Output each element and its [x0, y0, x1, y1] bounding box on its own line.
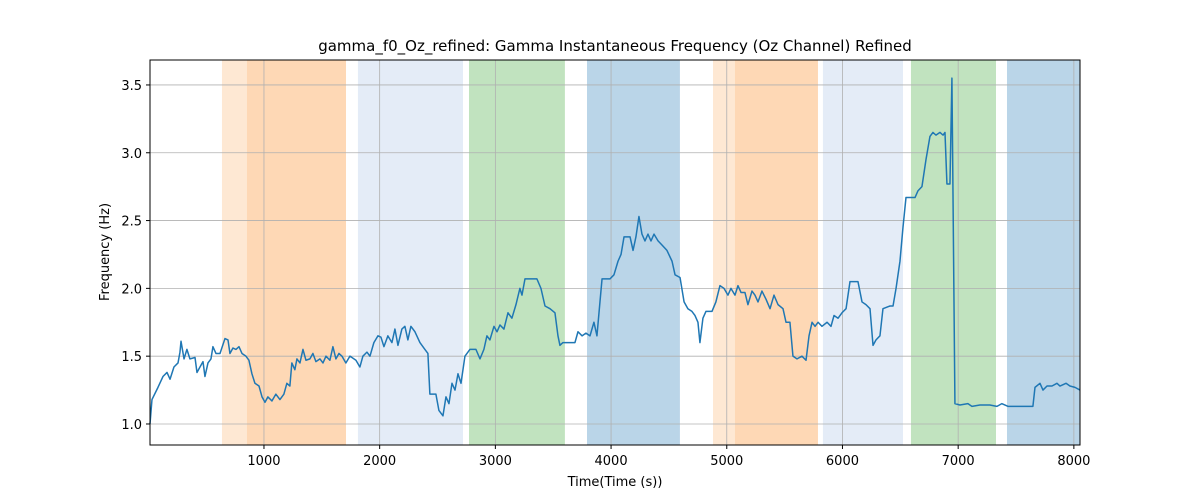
shaded-span	[587, 60, 680, 445]
y-tick-label: 2.5	[121, 215, 142, 230]
x-tick-label: 3000	[479, 454, 512, 469]
plot	[149, 77, 1081, 425]
x-tick-label: 4000	[595, 454, 628, 469]
x-tick-label: 2000	[363, 454, 396, 469]
y-tick-label: 2.0	[121, 282, 142, 297]
shaded-span	[822, 60, 903, 445]
shaded-span	[734, 60, 818, 445]
y-tick-label: 3.5	[121, 79, 142, 94]
shaded-span	[1006, 60, 1080, 445]
shaded-span	[468, 60, 565, 445]
spans	[221, 60, 1080, 445]
x-axis-label: Time(Time (s))	[567, 475, 663, 490]
x-tick-label: 6000	[826, 454, 859, 469]
data-line	[149, 77, 1081, 425]
plot-frame	[149, 59, 1081, 446]
y-tick-label: 3.0	[121, 147, 142, 162]
y-tick-label: 1.0	[121, 418, 142, 433]
y-axis-label: Frequency (Hz)	[98, 203, 113, 301]
x-tick-label: 7000	[942, 454, 975, 469]
ticks: 1000 2000 3000 4000 5000 6000 7000 8000 1.0 1.5 2.…	[121, 79, 1090, 469]
x-tick-label: 5000	[710, 454, 743, 469]
chart-title: gamma_f0_Oz_refined: Gamma Instantaneous…	[318, 37, 912, 56]
shaded-span	[246, 60, 346, 445]
y-tick-label: 1.5	[121, 350, 142, 365]
grid	[150, 60, 1080, 445]
x-tick-label: 8000	[1057, 454, 1090, 469]
x-tick-label: 1000	[247, 454, 280, 469]
shaded-span	[357, 60, 463, 445]
